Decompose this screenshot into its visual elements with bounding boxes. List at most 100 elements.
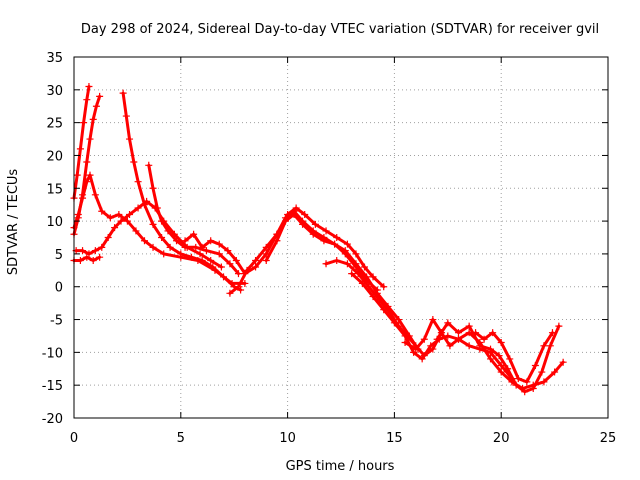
x-axis: 0 5 10 15 20 25 xyxy=(70,57,616,446)
data-point xyxy=(89,115,97,123)
data-point xyxy=(83,178,91,186)
data-point xyxy=(232,256,240,264)
y-tick-label: 20 xyxy=(46,149,63,164)
data-point xyxy=(412,345,420,353)
data-point xyxy=(234,283,242,291)
series-line xyxy=(228,209,379,295)
data-point xyxy=(217,263,225,271)
data-point xyxy=(224,247,232,255)
data-point xyxy=(91,191,99,199)
data-point xyxy=(207,256,215,264)
data-point xyxy=(444,319,452,327)
data-point xyxy=(177,250,185,258)
data-point xyxy=(363,273,371,281)
series-sat-o xyxy=(472,329,556,386)
data-point xyxy=(209,263,217,271)
data-point xyxy=(299,220,307,228)
data-point xyxy=(322,260,330,268)
x-tick-label: 10 xyxy=(279,431,296,446)
y-tick-label: 25 xyxy=(46,117,63,132)
data-point xyxy=(181,243,189,251)
data-point xyxy=(301,211,309,219)
data-point xyxy=(559,358,567,366)
data-point xyxy=(273,237,281,245)
data-point xyxy=(444,332,452,340)
data-point xyxy=(140,201,148,209)
y-tick-label: 10 xyxy=(46,215,63,230)
data-point xyxy=(523,378,531,386)
data-point xyxy=(198,243,206,251)
data-point xyxy=(160,250,168,258)
data-point xyxy=(220,273,228,281)
data-point xyxy=(226,289,234,297)
data-point xyxy=(126,211,134,219)
data-point xyxy=(420,335,428,343)
data-point xyxy=(198,256,206,264)
series-sat-f xyxy=(119,89,245,294)
data-point xyxy=(89,256,97,264)
data-point xyxy=(149,243,157,251)
data-point xyxy=(551,368,559,376)
series-sat-g xyxy=(145,161,242,278)
data-point xyxy=(369,273,377,281)
data-point xyxy=(79,194,87,202)
data-point xyxy=(98,243,106,251)
data-point xyxy=(504,365,512,373)
data-point xyxy=(514,375,522,383)
y-tick-label: 0 xyxy=(55,281,63,296)
data-point xyxy=(354,270,362,278)
data-point xyxy=(465,322,473,330)
data-point xyxy=(343,240,351,248)
data-point xyxy=(79,247,87,255)
data-point xyxy=(132,227,140,235)
data-point xyxy=(83,96,91,104)
data-series xyxy=(70,83,567,396)
series-sat-d xyxy=(70,253,104,264)
data-point xyxy=(226,260,234,268)
data-point xyxy=(262,256,270,264)
data-point xyxy=(401,332,409,340)
data-point xyxy=(85,83,93,91)
data-point xyxy=(512,381,520,389)
data-point xyxy=(130,158,138,166)
data-point xyxy=(429,316,437,324)
data-point xyxy=(348,270,356,278)
data-point xyxy=(395,316,403,324)
series-line xyxy=(435,321,561,394)
plot-frame xyxy=(73,56,609,419)
series-sat-i xyxy=(226,207,381,297)
data-point xyxy=(76,256,84,264)
data-point xyxy=(241,279,249,287)
data-point xyxy=(98,207,106,215)
data-point xyxy=(454,329,462,337)
x-tick-label: 0 xyxy=(70,431,78,446)
data-point xyxy=(531,361,539,369)
data-point xyxy=(207,237,215,245)
data-point xyxy=(497,368,505,376)
data-point xyxy=(476,342,484,350)
data-point xyxy=(153,204,161,212)
data-point xyxy=(489,329,497,337)
data-point xyxy=(234,270,242,278)
data-point xyxy=(196,250,204,258)
data-point xyxy=(343,260,351,268)
data-point xyxy=(540,378,548,386)
data-point xyxy=(192,243,200,251)
series-line xyxy=(147,163,240,276)
y-tick-label: -15 xyxy=(42,379,63,394)
data-point xyxy=(215,250,223,258)
data-point xyxy=(331,240,339,248)
series-line xyxy=(474,331,554,384)
x-tick-label: 20 xyxy=(493,431,510,446)
data-point xyxy=(472,329,480,337)
data-point xyxy=(497,361,505,369)
grid xyxy=(74,57,608,418)
data-point xyxy=(322,227,330,235)
data-point xyxy=(243,266,251,274)
data-point xyxy=(252,263,260,271)
data-point xyxy=(352,260,360,268)
data-point xyxy=(540,342,548,350)
data-point xyxy=(76,145,84,153)
data-point xyxy=(320,237,328,245)
data-point xyxy=(418,355,426,363)
